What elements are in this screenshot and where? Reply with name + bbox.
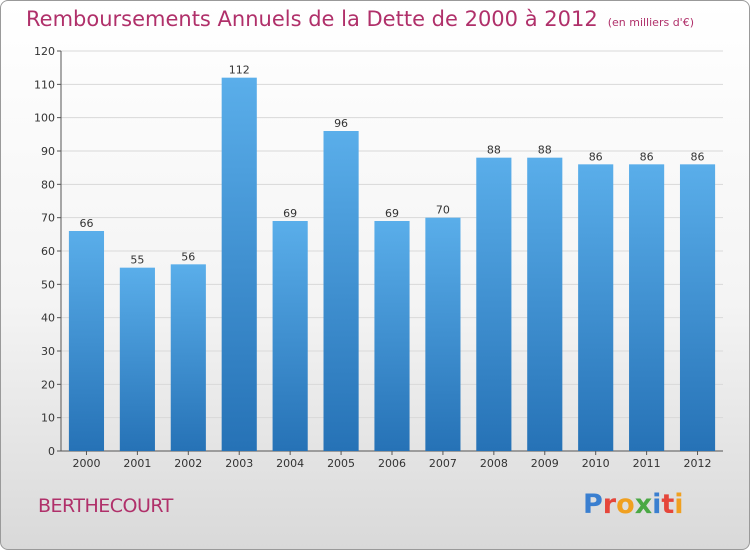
- data-label: 96: [334, 117, 348, 130]
- y-tick-label: 90: [41, 145, 55, 158]
- bar: [425, 217, 461, 451]
- axis-layer: 0 10 20 30 40 50 60 70 80 90 100 110 120 2000 2001 2002…: [34, 45, 723, 470]
- data-label: 88: [538, 144, 552, 157]
- data-label: 86: [640, 150, 654, 163]
- x-tick-label: 2010: [582, 457, 610, 470]
- x-tick-label: 2002: [174, 457, 202, 470]
- data-label: 88: [487, 144, 501, 157]
- bar-layer: [68, 77, 716, 452]
- logo-letter: P: [583, 489, 603, 520]
- data-label: 69: [283, 207, 297, 220]
- proxiti-logo[interactable]: Proxiti: [583, 489, 684, 520]
- chart-title-block: Remboursements Annuels de la Dette de 20…: [26, 7, 694, 31]
- chart-title: Remboursements Annuels de la Dette de 20…: [26, 7, 598, 31]
- bar: [578, 164, 614, 452]
- x-tick-label: 2003: [225, 457, 253, 470]
- y-tick-label: 40: [41, 312, 55, 325]
- bar: [272, 221, 308, 451]
- bar: [476, 157, 512, 451]
- data-label: 86: [691, 150, 705, 163]
- y-tick-label: 110: [34, 78, 55, 91]
- bar: [170, 264, 206, 451]
- logo-letter: x: [634, 489, 653, 520]
- y-tick-label: 0: [48, 445, 55, 458]
- bar: [119, 267, 155, 451]
- data-label: 55: [130, 254, 144, 267]
- y-tick-label: 20: [41, 378, 55, 391]
- x-tick-label: 2000: [72, 457, 100, 470]
- bar: [221, 77, 257, 452]
- x-tick-label: 2005: [327, 457, 355, 470]
- x-tick-label: 2004: [276, 457, 304, 470]
- bar: [679, 164, 716, 452]
- data-label: 69: [385, 207, 399, 220]
- logo-letter: r: [602, 489, 617, 520]
- data-label: 56: [181, 250, 195, 263]
- x-tick-label: 2006: [378, 457, 406, 470]
- x-tick-label: 2009: [531, 457, 559, 470]
- label-layer: 66 55 56 112 69 96 69 70 88 88 86 86 86: [79, 64, 704, 267]
- bar: [323, 131, 359, 451]
- bar: [68, 231, 105, 451]
- y-tick-label: 10: [41, 412, 55, 425]
- data-label: 112: [229, 64, 250, 77]
- logo-letter: o: [616, 489, 635, 520]
- y-tick-label: 100: [34, 112, 55, 125]
- y-tick-label: 60: [41, 245, 55, 258]
- logo-letter: i: [652, 489, 662, 520]
- logo-letter: t: [661, 489, 675, 520]
- x-tick-label: 2001: [123, 457, 151, 470]
- y-tick-label: 70: [41, 212, 55, 225]
- bar: [374, 221, 410, 451]
- bar: [527, 157, 563, 451]
- commune-name: BERTHECOURT: [38, 495, 173, 517]
- data-label: 70: [436, 204, 450, 217]
- x-tick-label: 2007: [429, 457, 457, 470]
- chart-subtitle: (en milliers d'€): [607, 16, 694, 29]
- y-tick-label: 120: [34, 45, 55, 58]
- logo-letter: i: [674, 489, 684, 520]
- data-label: 86: [589, 150, 603, 163]
- x-tick-label: 2012: [684, 457, 712, 470]
- x-tick-label: 2008: [480, 457, 508, 470]
- y-tick-label: 30: [41, 345, 55, 358]
- x-tick-label: 2011: [633, 457, 661, 470]
- bar: [629, 164, 665, 452]
- y-tick-label: 80: [41, 178, 55, 191]
- data-label: 66: [79, 217, 93, 230]
- y-tick-label: 50: [41, 278, 55, 291]
